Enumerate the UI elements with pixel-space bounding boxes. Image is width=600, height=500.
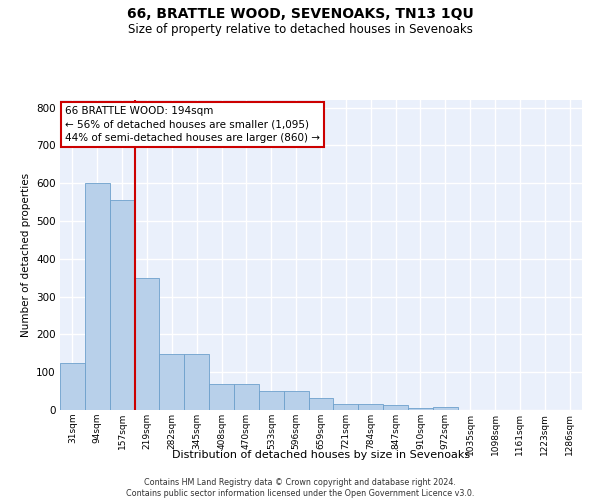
Bar <box>408 408 433 410</box>
Bar <box>433 407 458 410</box>
Bar <box>234 384 259 410</box>
Bar <box>209 384 234 410</box>
Bar <box>259 391 284 410</box>
Y-axis label: Number of detached properties: Number of detached properties <box>20 173 31 337</box>
Bar <box>383 406 408 410</box>
Bar <box>358 404 383 410</box>
Text: Distribution of detached houses by size in Sevenoaks: Distribution of detached houses by size … <box>172 450 470 460</box>
Bar <box>85 183 110 410</box>
Text: 66, BRATTLE WOOD, SEVENOAKS, TN13 1QU: 66, BRATTLE WOOD, SEVENOAKS, TN13 1QU <box>127 8 473 22</box>
Bar <box>60 362 85 410</box>
Bar <box>134 278 160 410</box>
Text: Contains HM Land Registry data © Crown copyright and database right 2024.
Contai: Contains HM Land Registry data © Crown c… <box>126 478 474 498</box>
Text: Size of property relative to detached houses in Sevenoaks: Size of property relative to detached ho… <box>128 22 472 36</box>
Text: 66 BRATTLE WOOD: 194sqm
← 56% of detached houses are smaller (1,095)
44% of semi: 66 BRATTLE WOOD: 194sqm ← 56% of detache… <box>65 106 320 142</box>
Bar <box>308 398 334 410</box>
Bar <box>284 391 308 410</box>
Bar <box>110 200 134 410</box>
Bar <box>184 354 209 410</box>
Bar <box>160 354 184 410</box>
Bar <box>334 404 358 410</box>
